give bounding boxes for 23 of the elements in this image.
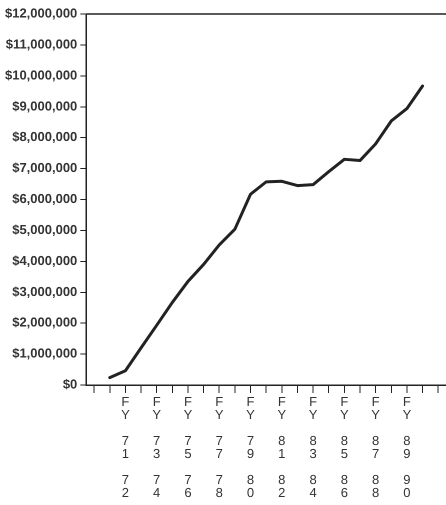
x-tick-label: FY 75 76 [184, 394, 193, 500]
y-tick-label: $4,000,000 [12, 252, 78, 268]
y-tick-label: $7,000,000 [12, 160, 78, 176]
y-tick-label: $10,000,000 [4, 67, 78, 82]
y-tick-label: $11,000,000 [6, 36, 78, 52]
x-tick-label: FY 71 72 [121, 394, 130, 500]
x-tick-label: FY 79 80 [246, 394, 256, 500]
x-tick-label: FY 81 82 [277, 394, 286, 500]
y-tick-label: $8,000,000 [12, 129, 78, 144]
y-tick-label: $6,000,000 [12, 191, 78, 206]
y-tick-label: $3,000,000 [12, 284, 78, 299]
x-tick-label: FY 89 90 [402, 394, 412, 500]
y-tick-label: $0 [62, 376, 78, 392]
x-tick-label: FY 73 74 [152, 394, 162, 500]
x-tick-label: FY 87 88 [371, 394, 380, 500]
y-tick-label: $12,000,000 [4, 6, 78, 21]
y-tick-label: $2,000,000 [12, 314, 78, 330]
x-tick-label: FY 83 84 [308, 394, 318, 500]
x-tick-label: FY 85 86 [340, 394, 350, 500]
y-tick-label: $9,000,000 [12, 98, 78, 114]
x-tick-label: FY 77 78 [214, 394, 224, 500]
y-tick-label: $1,000,000 [12, 346, 78, 361]
y-tick-label: $5,000,000 [12, 222, 78, 237]
